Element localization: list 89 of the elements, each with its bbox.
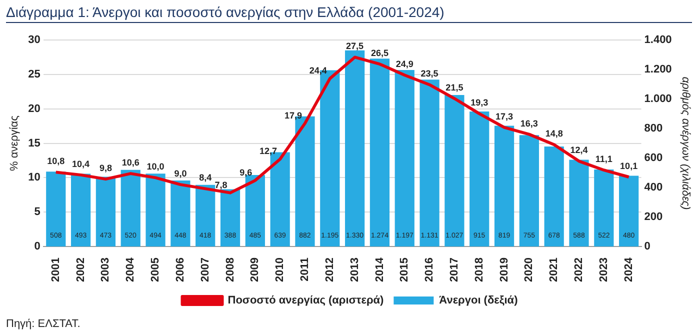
data-label: 19,3 xyxy=(470,98,488,108)
y-tick-label: 10 xyxy=(28,172,40,184)
bar xyxy=(444,95,464,247)
data-label: 8,4 xyxy=(199,172,212,183)
x-tick-label: 2018 xyxy=(473,258,486,282)
legend-label: Άνεργοι (δεξιά) xyxy=(439,294,518,307)
bar xyxy=(120,170,140,247)
y2-axis-title: αριθμός ανέργων (χιλιάδες) xyxy=(679,76,692,210)
bar xyxy=(544,146,564,247)
x-tick-label: 2005 xyxy=(150,258,162,282)
legend-label: Ποσοστό ανεργίας (αριστερά) xyxy=(228,294,384,307)
bar xyxy=(196,184,216,247)
data-label: 10,1 xyxy=(620,160,638,171)
y-tick-label: 30 xyxy=(28,34,40,46)
x-tick-label: 2009 xyxy=(249,258,262,282)
bar xyxy=(220,189,240,247)
x-tick-label: 2006 xyxy=(174,258,186,282)
bar xyxy=(594,170,614,247)
x-tick-label: 2024 xyxy=(622,256,635,282)
x-tick-label: 2012 xyxy=(324,258,336,282)
bar xyxy=(46,172,66,247)
y-tick-label: 15 xyxy=(28,137,40,150)
x-tick-label: 2016 xyxy=(424,258,436,282)
data-label: 10,6 xyxy=(122,158,140,168)
x-tick-label: 2010 xyxy=(274,258,286,282)
data-label: 7,8 xyxy=(214,180,228,190)
data-label: 16,3 xyxy=(520,118,538,128)
bar xyxy=(619,176,639,247)
x-tick-label: 2008 xyxy=(224,258,236,282)
y-tick-label: 5 xyxy=(34,206,40,218)
y2-tick-label: 600 xyxy=(644,152,663,164)
data-label: 17,9 xyxy=(284,110,302,120)
data-label: 10,4 xyxy=(72,158,90,169)
data-label: 26,5 xyxy=(370,48,388,58)
data-label: 23,5 xyxy=(420,68,438,79)
bar xyxy=(519,135,539,247)
y2-tick-label: 0 xyxy=(644,240,650,253)
y-axis-title: % ανεργίας xyxy=(8,116,21,171)
data-label: 10,8 xyxy=(47,156,65,166)
data-label: 14,8 xyxy=(545,128,563,139)
x-tick-label: 2007 xyxy=(199,258,212,282)
bar xyxy=(96,176,116,247)
data-label: 21,5 xyxy=(446,82,464,92)
y2-tick-label: 400 xyxy=(644,182,663,194)
bar xyxy=(569,160,589,247)
y-tick-label: 20 xyxy=(28,102,40,115)
bar xyxy=(345,50,365,247)
data-label: 9,0 xyxy=(174,168,187,179)
data-label: 11,1 xyxy=(595,154,612,164)
x-tick-label: 2015 xyxy=(398,258,411,282)
data-label: 9,6 xyxy=(240,167,252,178)
x-tick-label: 2001 xyxy=(50,258,62,282)
data-label: 24,4 xyxy=(309,66,327,76)
x-tick-label: 2011 xyxy=(299,258,312,282)
y2-tick-label: 1.200 xyxy=(644,64,672,76)
x-tick-label: 2004 xyxy=(124,256,137,282)
x-tick-label: 2013 xyxy=(348,258,361,282)
data-label: 24,9 xyxy=(396,59,414,70)
y-tick-label: 25 xyxy=(28,68,40,80)
bar xyxy=(494,126,514,247)
x-tick-label: 2020 xyxy=(523,258,536,282)
data-label: 17,3 xyxy=(496,111,514,122)
x-tick-label: 2002 xyxy=(74,258,87,282)
x-tick-label: 2014 xyxy=(374,256,386,282)
data-label: 9,8 xyxy=(99,163,112,174)
x-tick-label: 2021 xyxy=(548,258,560,282)
text: Πηγή: ΕΛΣΤΑΤ. xyxy=(6,318,80,330)
x-tick-label: 2017 xyxy=(448,258,460,282)
data-label: 12,7 xyxy=(260,146,278,156)
x-tick-label: 2023 xyxy=(598,258,610,282)
data-label: 27,5 xyxy=(346,41,364,52)
bar xyxy=(170,180,190,247)
bar xyxy=(370,58,390,247)
chart-title: Διάγραμμα 1: Άνεργοι και ποσοστό ανεργίας στην Ελλάδα (2001-2024) xyxy=(6,4,692,23)
y2-tick-label: 1.000 xyxy=(644,93,672,106)
y2-tick-label: 800 xyxy=(644,122,663,135)
bar xyxy=(394,70,414,247)
x-tick-label: 2019 xyxy=(498,258,510,282)
y2-tick-label: 200 xyxy=(644,211,663,224)
bar xyxy=(420,80,440,247)
bar xyxy=(146,174,166,247)
data-label: 10,0 xyxy=(146,162,164,172)
y2-tick-label: 1.400 xyxy=(644,34,672,46)
y-tick-label: 0 xyxy=(34,240,40,253)
bar xyxy=(70,174,91,247)
bar xyxy=(470,112,490,247)
data-label: 12,4 xyxy=(570,145,588,156)
x-tick-label: 2003 xyxy=(100,258,112,282)
x-tick-label: 2022 xyxy=(573,258,586,282)
